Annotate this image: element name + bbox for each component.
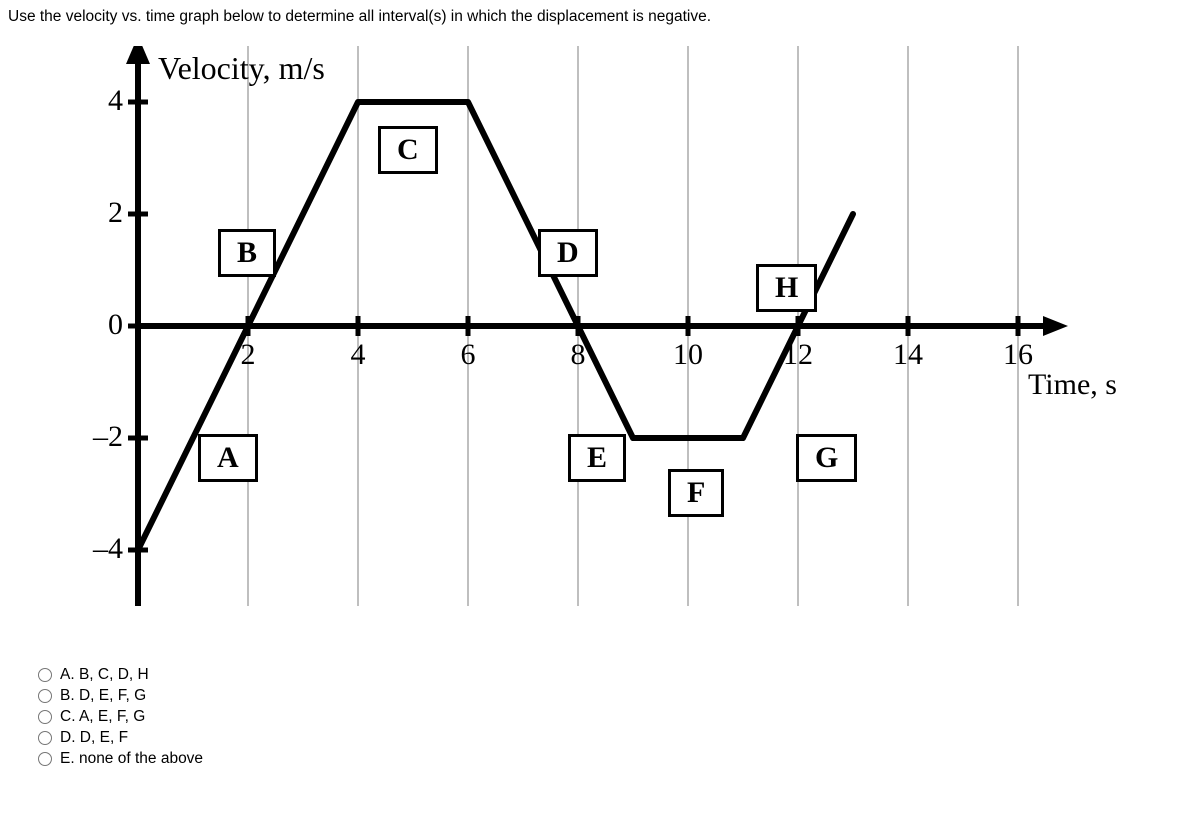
x-axis-title: Time, s (1028, 368, 1117, 402)
answer-radio-c[interactable] (38, 710, 52, 724)
segment-label-e: E (568, 434, 626, 482)
velocity-time-chart: Velocity, m/s Time, s 4 2 0 –2 –4 2 4 6 8 10 12 14 1… (68, 46, 1168, 646)
answer-label: E. none of the above (60, 750, 203, 768)
xtick-label: 10 (663, 338, 713, 372)
answer-option-d[interactable]: D. D, E, F (38, 729, 1192, 747)
segment-label-h: H (756, 264, 817, 312)
segment-label-d: D (538, 229, 598, 277)
answer-radio-b[interactable] (38, 689, 52, 703)
ytick-label: –4 (78, 532, 123, 566)
segment-label-g: G (796, 434, 857, 482)
answer-option-b[interactable]: B. D, E, F, G (38, 687, 1192, 705)
ytick-label: 0 (78, 308, 123, 342)
xtick-label: 4 (333, 338, 383, 372)
segment-label-a: A (198, 434, 258, 482)
answer-radio-e[interactable] (38, 752, 52, 766)
y-axis-title: Velocity, m/s (158, 50, 325, 87)
segment-label-b: B (218, 229, 276, 277)
answer-label: B. D, E, F, G (60, 687, 146, 705)
answer-option-c[interactable]: C. A, E, F, G (38, 708, 1192, 726)
ytick-label: –2 (78, 420, 123, 454)
ytick-label: 2 (78, 196, 123, 230)
xtick-label: 2 (223, 338, 273, 372)
xtick-label: 12 (773, 338, 823, 372)
answer-options: A. B, C, D, H B. D, E, F, G C. A, E, F, G D… (38, 666, 1192, 768)
answer-option-e[interactable]: E. none of the above (38, 750, 1192, 768)
answer-label: A. B, C, D, H (60, 666, 149, 684)
answer-label: C. A, E, F, G (60, 708, 145, 726)
xtick-label: 16 (993, 338, 1043, 372)
segment-label-f: F (668, 469, 724, 517)
xtick-label: 8 (553, 338, 603, 372)
ytick-label: 4 (78, 84, 123, 118)
question-text: Use the velocity vs. time graph below to… (8, 8, 1192, 26)
xtick-label: 6 (443, 338, 493, 372)
answer-label: D. D, E, F (60, 729, 128, 747)
answer-option-a[interactable]: A. B, C, D, H (38, 666, 1192, 684)
segment-label-c: C (378, 126, 438, 174)
xtick-label: 14 (883, 338, 933, 372)
answer-radio-d[interactable] (38, 731, 52, 745)
answer-radio-a[interactable] (38, 668, 52, 682)
